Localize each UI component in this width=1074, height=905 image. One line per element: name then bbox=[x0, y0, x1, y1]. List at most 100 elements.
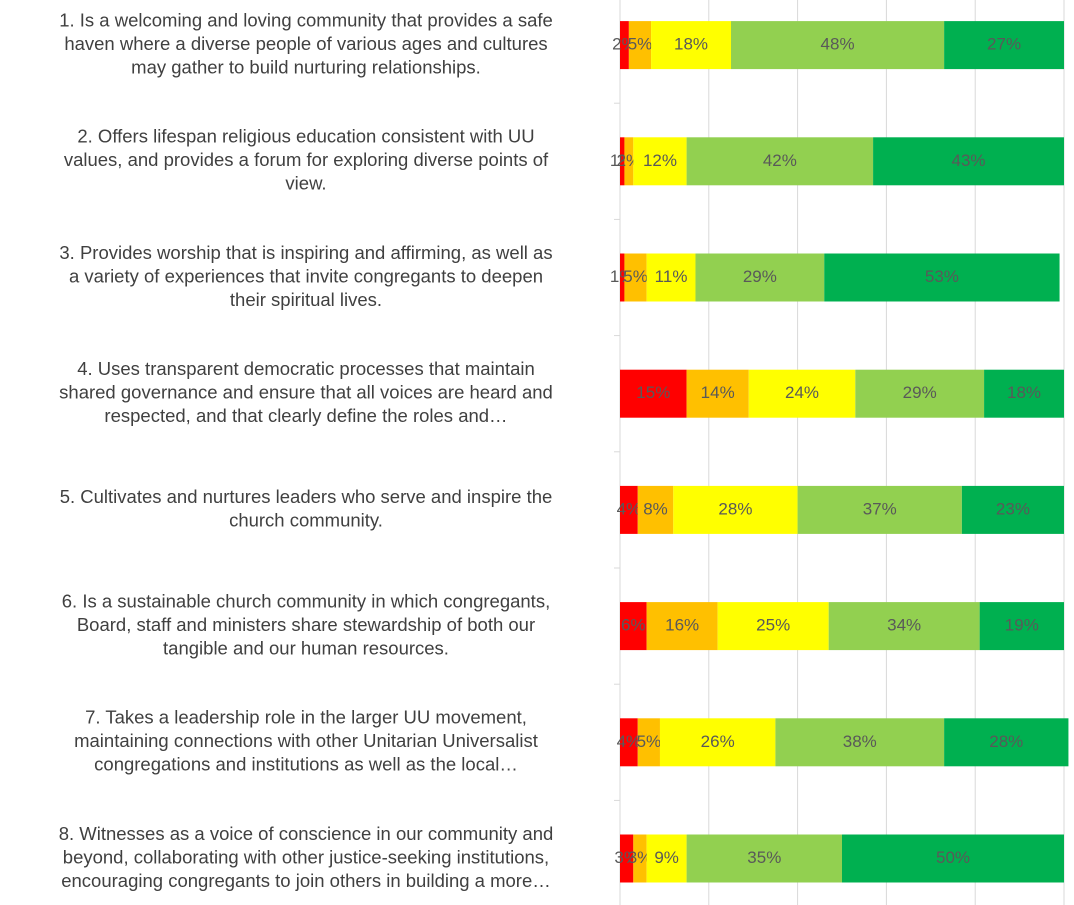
bar-segment bbox=[620, 21, 629, 70]
category-label: church community. bbox=[229, 510, 383, 531]
data-label: 16% bbox=[665, 616, 699, 635]
data-label: 53% bbox=[925, 267, 959, 286]
bar-segment bbox=[824, 253, 1060, 302]
bar-segment bbox=[659, 718, 776, 767]
data-label: 26% bbox=[701, 732, 735, 751]
category-label: maintaining connections with other Unita… bbox=[74, 730, 538, 751]
category-label: values, and provides a forum for explori… bbox=[64, 149, 549, 170]
data-label: 6% bbox=[621, 616, 646, 635]
data-label: 14% bbox=[701, 383, 735, 402]
category-label: Board, staff and ministers share steward… bbox=[77, 614, 535, 635]
bar-segment bbox=[979, 602, 1064, 651]
bar-segment bbox=[731, 21, 945, 70]
bar-segment bbox=[944, 718, 1069, 767]
bar-segment bbox=[717, 602, 829, 651]
data-label: 11% bbox=[655, 267, 688, 286]
data-label: 23% bbox=[996, 499, 1030, 518]
bar-segment bbox=[873, 137, 1064, 186]
data-label: 5% bbox=[628, 35, 653, 54]
category-label: 5. Cultivates and nurtures leaders who s… bbox=[60, 486, 553, 507]
category-label: beyond, collaborating with other justice… bbox=[63, 846, 549, 867]
bar-segment bbox=[961, 485, 1064, 534]
category-label: encouraging congregants to join others i… bbox=[61, 870, 551, 891]
category-label: view. bbox=[285, 173, 326, 194]
bar-segment bbox=[797, 485, 962, 534]
data-label: 8% bbox=[643, 499, 668, 518]
bar-segment bbox=[624, 137, 634, 186]
data-label: 34% bbox=[887, 616, 921, 635]
bar-segment bbox=[686, 137, 874, 186]
bar-segment bbox=[646, 834, 687, 883]
data-label: 19% bbox=[1005, 616, 1039, 635]
category-label: respected, and that clearly define the r… bbox=[104, 405, 507, 426]
category-label: 1. Is a welcoming and loving community t… bbox=[59, 9, 553, 30]
data-label: 3% bbox=[614, 848, 639, 867]
data-label: 3% bbox=[628, 848, 653, 867]
category-label: 2. Offers lifespan religious education c… bbox=[77, 126, 534, 147]
data-label: 29% bbox=[743, 267, 777, 286]
bar-segment bbox=[748, 369, 856, 418]
bar-segment bbox=[633, 137, 687, 186]
data-label: 24% bbox=[785, 383, 819, 402]
data-label: 9% bbox=[654, 848, 679, 867]
category-label: 4. Uses transparent democratic processes… bbox=[77, 358, 535, 379]
category-label: 8. Witnesses as a voice of conscience in… bbox=[59, 823, 554, 844]
category-label: shared governance and ensure that all vo… bbox=[59, 382, 553, 403]
bar-segment bbox=[620, 485, 638, 534]
data-label: 18% bbox=[674, 35, 708, 54]
data-label: 25% bbox=[756, 616, 790, 635]
data-label: 29% bbox=[903, 383, 937, 402]
data-label: 15% bbox=[636, 383, 670, 402]
data-label: 38% bbox=[843, 732, 877, 751]
bar-segment bbox=[633, 834, 647, 883]
data-label: 48% bbox=[821, 35, 855, 54]
bar-segment bbox=[620, 834, 634, 883]
category-label: 7. Takes a leadership role in the larger… bbox=[85, 707, 527, 728]
bar-segment bbox=[984, 369, 1064, 418]
bar-segment bbox=[673, 485, 798, 534]
bar-segment bbox=[842, 834, 1064, 883]
data-label: 42% bbox=[763, 151, 797, 170]
data-label: 43% bbox=[952, 151, 986, 170]
bar-segment bbox=[620, 137, 625, 186]
data-label: 35% bbox=[747, 848, 781, 867]
bar-segment bbox=[637, 718, 660, 767]
data-label: 5% bbox=[623, 267, 648, 286]
data-label: 27% bbox=[987, 35, 1021, 54]
category-label: their spiritual lives. bbox=[230, 289, 382, 310]
category-label: tangible and our human resources. bbox=[163, 637, 449, 658]
bar-segment bbox=[620, 369, 687, 418]
data-label: 37% bbox=[863, 499, 897, 518]
bar-segment bbox=[646, 253, 696, 302]
bar-segment bbox=[775, 718, 945, 767]
data-label: 50% bbox=[936, 848, 970, 867]
bar-segment bbox=[637, 485, 674, 534]
data-label: 12% bbox=[643, 151, 677, 170]
bar-segment bbox=[620, 253, 625, 302]
bar-segment bbox=[620, 718, 638, 767]
bar-segment bbox=[624, 253, 647, 302]
data-label: 4% bbox=[617, 499, 642, 518]
bar-segment bbox=[828, 602, 980, 651]
category-label: 3. Provides worship that is inspiring an… bbox=[59, 242, 552, 263]
data-label: 28% bbox=[718, 499, 752, 518]
bar-segment bbox=[686, 369, 749, 418]
bar-segment bbox=[646, 602, 718, 651]
bar-segment bbox=[695, 253, 825, 302]
category-label: 6. Is a sustainable church community in … bbox=[62, 590, 550, 611]
data-label: 5% bbox=[637, 732, 662, 751]
category-label: haven where a diverse people of various … bbox=[64, 33, 547, 54]
bar-segment bbox=[628, 21, 652, 70]
bar-segment bbox=[855, 369, 985, 418]
category-label: congregations and institutions as well a… bbox=[94, 754, 518, 775]
data-label: 28% bbox=[989, 732, 1023, 751]
bar-segment bbox=[686, 834, 842, 883]
bar-segment bbox=[944, 21, 1064, 70]
data-label: 18% bbox=[1007, 383, 1041, 402]
bar-segment bbox=[620, 602, 647, 651]
data-label: 4% bbox=[617, 732, 642, 751]
category-label: may gather to build nurturing relationsh… bbox=[131, 56, 481, 77]
bar-segment bbox=[651, 21, 731, 70]
category-label: a variety of experiences that invite con… bbox=[69, 265, 543, 286]
